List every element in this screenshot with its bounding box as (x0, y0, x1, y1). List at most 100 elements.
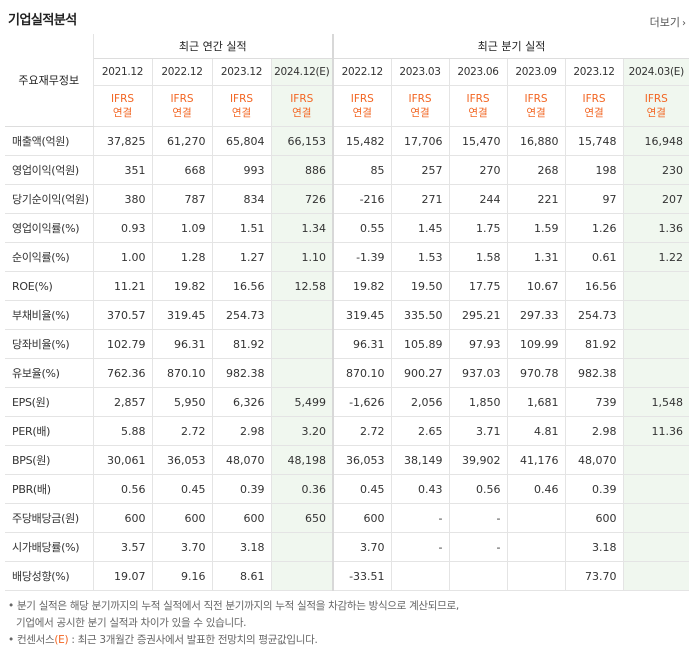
ifrs-standard: IFRS (466, 93, 490, 105)
ifrs-standard: IFRS (582, 93, 606, 105)
table-row: 시가배당률(%) 3.57 3.70 3.18 3.70- -3.18 (5, 532, 690, 562)
ifrs-standard: IFRS (170, 93, 194, 105)
table-cell: 11.36 (622, 416, 690, 446)
row-label: 유보율(%) (5, 358, 94, 388)
table-cell: 61,270 (151, 126, 212, 156)
more-link[interactable]: 더보기 › (650, 14, 686, 30)
table-cell: 0.36 (270, 474, 334, 504)
table-cell (622, 358, 690, 388)
table-cell: 2,056 (390, 387, 450, 417)
table-cell (622, 329, 690, 359)
table-cell: 2.98 (211, 416, 271, 446)
table-cell: 3.20 (270, 416, 334, 446)
table-cell: 221 (506, 184, 566, 214)
table-cell: 319.45 (151, 300, 212, 330)
table-cell: 351 (93, 155, 152, 185)
table-cell: 1.58 (448, 242, 508, 272)
table-cell: 900.27 (390, 358, 450, 388)
table-cell: 2.98 (564, 416, 624, 446)
table-cell: 41,176 (506, 445, 566, 475)
row-label: 배당성향(%) (5, 561, 94, 591)
row-label: 주당배당금(원) (5, 503, 94, 533)
table-cell: 1.51 (211, 213, 271, 243)
ifrs-standard: IFRS (290, 93, 314, 105)
table-cell: 81.92 (564, 329, 624, 359)
table-cell: 0.61 (564, 242, 624, 272)
table-cell: -1,626 (332, 387, 392, 417)
table-cell: 1.22 (622, 242, 690, 272)
ifrs-standard: IFRS (524, 93, 548, 105)
row-label: ROE(%) (5, 271, 94, 301)
table-cell: 8.61 (211, 561, 271, 591)
table-cell: 9.16 (151, 561, 212, 591)
estimate-mark: (E) (54, 634, 69, 646)
section-header: 기업실적분석 더보기 › (0, 0, 694, 34)
table-cell: 937.03 (448, 358, 508, 388)
table-cell: 36,053 (332, 445, 392, 475)
table-cell: 36,053 (151, 445, 212, 475)
table-cell: 244 (448, 184, 508, 214)
table-cell (506, 561, 566, 591)
table-cell: 6,326 (211, 387, 271, 417)
row-label: PBR(배) (5, 474, 94, 504)
table-cell: 600 (332, 503, 392, 533)
period-header: 2024.03(E) (622, 58, 690, 86)
table-cell: 19.07 (93, 561, 152, 591)
table-cell: 2,857 (93, 387, 152, 417)
table-cell: 1.45 (390, 213, 450, 243)
table-cell: 739 (564, 387, 624, 417)
annual-section-header: 최근 연간 실적 (93, 34, 334, 59)
table-cell: 15,482 (332, 126, 392, 156)
table-cell: 668 (151, 155, 212, 185)
table-cell: 73.70 (564, 561, 624, 591)
section-title: 기업실적분석 (8, 13, 77, 28)
ifrs-consolidated: 연결 (468, 107, 488, 119)
table-cell: 650 (270, 503, 334, 533)
table-cell: 254.73 (211, 300, 271, 330)
table-cell: 1,548 (622, 387, 690, 417)
table-cell: 4.81 (506, 416, 566, 446)
table-row: PER(배) 5.88 2.72 2.98 3.20 2.72 2.65 3.71 4.81 2.… (5, 416, 690, 446)
table-cell: 97 (564, 184, 624, 214)
table-cell: 297.33 (506, 300, 566, 330)
ifrs-label: IFRS 연결 (93, 85, 152, 127)
ifrs-label: IFRS 연결 (390, 85, 450, 127)
table-row: 당좌비율(%) 102.79 96.31 81.92 96.31 105.89 97.93 1… (5, 329, 690, 359)
table-cell: 15,470 (448, 126, 508, 156)
ifrs-label: IFRS 연결 (506, 85, 566, 127)
table-cell: 762.36 (93, 358, 152, 388)
row-label: BPS(원) (5, 445, 94, 475)
table-cell: 726 (270, 184, 334, 214)
footer-notes: • 분기 실적은 해당 분기까지의 누적 실적에서 직전 분기까지의 누적 실적… (8, 598, 459, 649)
table-row: 영업이익(억원) 351 668 993 886 85 257 270 268 198 230 (5, 155, 690, 185)
table-cell: 600 (211, 503, 271, 533)
table-cell: 268 (506, 155, 566, 185)
table-cell: 0.93 (93, 213, 152, 243)
table-cell: 38,149 (390, 445, 450, 475)
table-cell: 1.00 (93, 242, 152, 272)
table-cell: 16,880 (506, 126, 566, 156)
table-cell: 1.59 (506, 213, 566, 243)
table-cell: 97.93 (448, 329, 508, 359)
table-cell: 993 (211, 155, 271, 185)
row-label: 당기순이익(억원) (5, 184, 94, 214)
ifrs-standard: IFRS (110, 93, 135, 105)
ifrs-consolidated: 연결 (292, 107, 312, 119)
ifrs-label: IFRS 연결 (622, 85, 690, 127)
table-cell: - (448, 532, 508, 562)
table-cell: 271 (390, 184, 450, 214)
table-row: ROE(%) 11.21 19.82 16.56 12.58 19.82 19.50 17.7… (5, 271, 690, 301)
table-cell: 37,825 (93, 126, 152, 156)
row-label: 부채비율(%) (5, 300, 94, 330)
table-row: PBR(배) 0.56 0.45 0.39 0.36 0.45 0.43 0.56 0.46 0.… (5, 474, 690, 504)
table-cell (622, 271, 690, 301)
table-cell: 39,902 (448, 445, 508, 475)
period-header: 2022.12 (151, 58, 212, 86)
table-cell: 3.18 (564, 532, 624, 562)
table-row: 부채비율(%) 370.57 319.45 254.73 319.45 335.50 295… (5, 300, 690, 330)
ifrs-consolidated: 연결 (112, 107, 133, 119)
table-cell (622, 445, 690, 475)
ifrs-consolidated: 연결 (584, 107, 604, 119)
table-cell: 230 (622, 155, 690, 185)
table-cell: 1.26 (564, 213, 624, 243)
